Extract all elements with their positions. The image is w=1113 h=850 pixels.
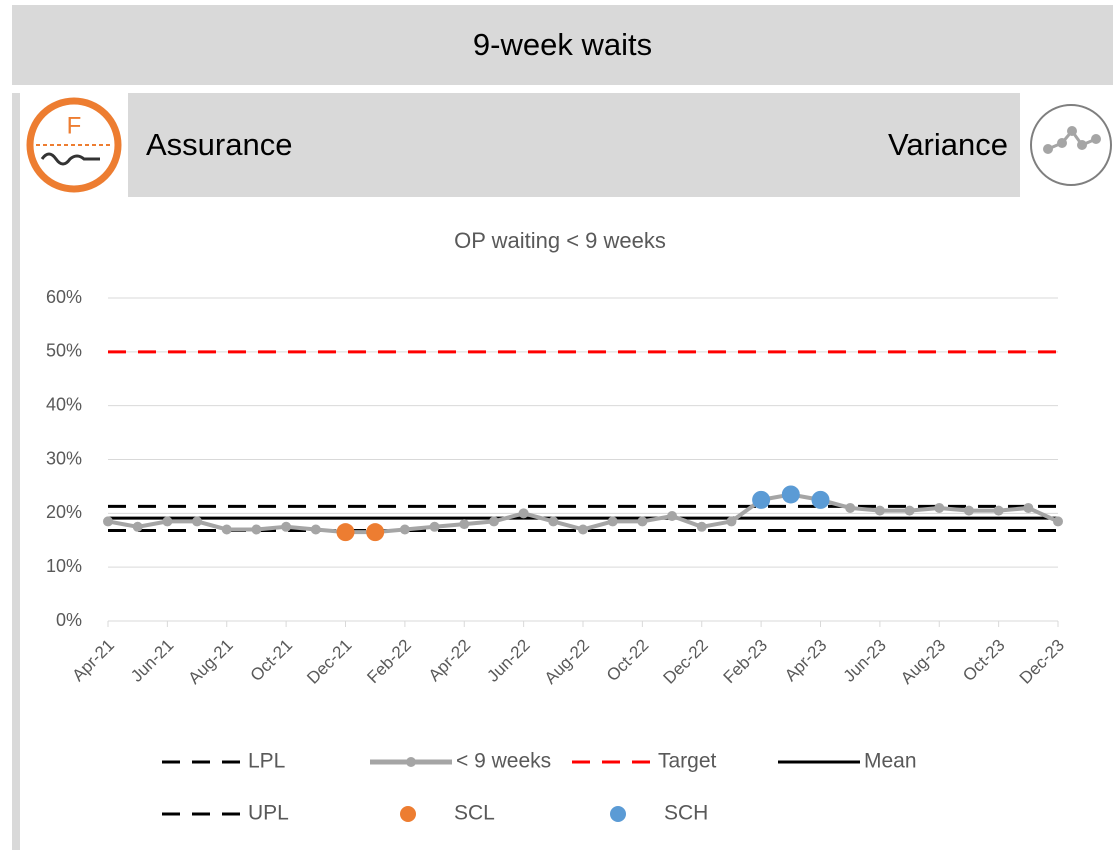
- legend-item: SCL: [400, 802, 495, 825]
- series-marker: [1023, 502, 1034, 513]
- point: [811, 490, 830, 509]
- series-marker: [667, 511, 678, 522]
- series-marker: [963, 505, 974, 516]
- series-marker: [518, 508, 529, 519]
- series-marker: [548, 516, 559, 527]
- series-marker: [845, 502, 856, 513]
- legend-label: SCH: [664, 802, 708, 825]
- series-marker: [607, 516, 618, 527]
- x-tick-label: Jun-21: [127, 636, 177, 686]
- y-tick-label: 30%: [46, 448, 82, 468]
- status-bar: Assurance Variance: [128, 93, 1020, 197]
- legend-item: < 9 weeks: [370, 750, 551, 773]
- point: [781, 485, 800, 504]
- x-tick-label: Aug-22: [541, 636, 593, 688]
- x-tick-label: Dec-22: [660, 636, 712, 688]
- title-bar: 9-week waits: [12, 5, 1113, 85]
- y-tick-label: 0%: [56, 610, 82, 630]
- series-marker: [874, 505, 885, 516]
- x-tick-label: Apr-23: [781, 636, 831, 686]
- variance-label: Variance: [887, 127, 1008, 162]
- series-marker: [103, 516, 113, 527]
- series-marker: [162, 516, 173, 527]
- legend-label: UPL: [248, 802, 289, 825]
- point: [336, 523, 355, 542]
- point: [366, 523, 385, 542]
- series-marker: [578, 524, 588, 535]
- series-marker: [221, 524, 232, 535]
- series-marker: [399, 524, 410, 535]
- legend-item: UPL: [162, 802, 289, 825]
- legend-item: LPL: [162, 750, 285, 773]
- y-tick-label: 10%: [46, 556, 82, 576]
- x-tick-label: Oct-21: [247, 636, 297, 686]
- series-marker: [904, 505, 915, 516]
- series-marker: [281, 521, 292, 532]
- legend-label: < 9 weeks: [456, 750, 551, 773]
- legend-label: LPL: [248, 750, 285, 773]
- legend-label: SCL: [454, 802, 495, 825]
- series-marker: [192, 516, 203, 527]
- x-tick-label: Apr-22: [425, 636, 475, 686]
- y-tick-label: 20%: [46, 502, 82, 522]
- assurance-icon: F: [26, 97, 122, 193]
- left-strip: [12, 93, 20, 850]
- series-marker: [726, 516, 737, 527]
- series-marker: [934, 502, 945, 513]
- x-tick-label: Aug-23: [897, 636, 949, 688]
- x-tick-label: Jun-23: [840, 636, 890, 686]
- series-marker: [459, 519, 470, 530]
- legend-label: Target: [658, 750, 717, 773]
- series-marker: [132, 521, 143, 532]
- icon-wave: [40, 152, 100, 166]
- y-tick-label: 50%: [46, 341, 82, 361]
- x-tick-label: Aug-21: [185, 636, 237, 688]
- icon-letter: F: [67, 112, 82, 139]
- legend-swatch: [400, 806, 416, 822]
- legend-swatch: [610, 806, 626, 822]
- legend-label: Mean: [864, 750, 917, 773]
- series-marker: [696, 521, 707, 532]
- chart-title: OP waiting < 9 weeks: [454, 228, 666, 253]
- variance-icon: [1030, 104, 1112, 186]
- icon-dots: [1043, 126, 1101, 154]
- x-tick-label: Apr-21: [68, 636, 118, 686]
- series-marker: [637, 516, 648, 527]
- legend-item: Mean: [778, 750, 917, 773]
- series-marker: [993, 505, 1004, 516]
- legend-marker: [406, 757, 416, 767]
- x-tick-label: Oct-23: [959, 636, 1009, 686]
- series-marker: [310, 524, 321, 535]
- legend-item: SCH: [610, 802, 708, 825]
- title: 9-week waits: [472, 27, 653, 62]
- x-tick-label: Jun-22: [483, 636, 533, 686]
- series-marker: [488, 516, 499, 527]
- x-tick-label: Dec-21: [303, 636, 355, 688]
- series-marker: [251, 524, 262, 535]
- point: [752, 490, 771, 509]
- y-tick-label: 40%: [46, 394, 82, 414]
- icon-ring: [1030, 104, 1112, 186]
- series-marker: [1053, 516, 1063, 527]
- x-tick-label: Dec-23: [1016, 636, 1068, 688]
- x-tick-label: Oct-22: [603, 636, 653, 686]
- x-tick-label: Feb-23: [720, 636, 772, 688]
- x-tick-label: Feb-22: [363, 636, 415, 688]
- series-marker: [429, 521, 440, 532]
- legend-item: Target: [572, 750, 717, 773]
- assurance-label: Assurance: [146, 127, 293, 162]
- y-tick-label: 60%: [46, 287, 82, 307]
